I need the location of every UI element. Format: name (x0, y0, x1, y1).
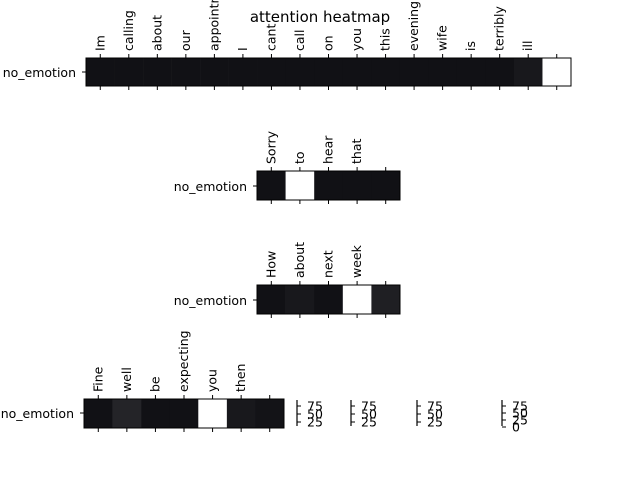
token-label: cant (263, 24, 278, 51)
heatmap-cell (171, 58, 201, 86)
token-label: hear (321, 135, 336, 164)
row-label: no_emotion (1, 406, 74, 421)
colorbar-tick-label: 0 (512, 420, 520, 435)
heatmap-cell (169, 399, 199, 428)
heatmap-cell (428, 58, 458, 86)
heatmap-cell (342, 58, 372, 86)
heatmap-cell (112, 399, 142, 428)
heatmap-cell (542, 58, 572, 86)
heatmap-cell (314, 171, 344, 200)
colorbar-tick-label: 75 (307, 399, 323, 414)
heatmap-cell (314, 58, 344, 86)
heatmap-cell (141, 399, 171, 428)
heatmap-cell (84, 399, 113, 428)
heatmap-cell (285, 285, 315, 314)
heatmap-cell (228, 58, 258, 86)
heatmap-panel: no_emotion Sorry to hear that (174, 130, 401, 204)
row-label: no_emotion (174, 293, 247, 308)
colorbar-tick-label: 25 (512, 413, 528, 428)
token-label: that (349, 139, 364, 164)
token-label: to (292, 151, 307, 164)
colorbar-tick-label: 25 (361, 415, 377, 430)
token-label: next (321, 250, 336, 278)
token-label: calling (121, 10, 136, 51)
heatmap-cell (255, 399, 285, 428)
heatmap-panel: no_emotion How about next week (174, 242, 401, 318)
token-label: you (205, 369, 220, 392)
colorbar-tick-label: 75 (361, 399, 377, 414)
heatmap-cell (285, 58, 315, 86)
heatmap-panel: no_emotion Fine well be expecting you then (1, 330, 285, 432)
heatmap-cell (399, 58, 429, 86)
token-label: about (292, 242, 307, 278)
token-label: Sorry (263, 130, 278, 164)
heatmap-cell (371, 285, 401, 314)
token-label: well (119, 367, 134, 392)
token-label: week (349, 244, 364, 278)
token-label: about (149, 15, 164, 51)
heatmap-cell (143, 58, 172, 86)
row-label: no_emotion (174, 179, 247, 194)
token-label: terribly (492, 5, 507, 51)
token-label: on (321, 35, 336, 51)
chart-title: attention heatmap (250, 8, 390, 26)
heatmap-cell (200, 58, 229, 86)
colorbar-tick-label: 50 (307, 407, 323, 422)
token-label: call (292, 30, 307, 51)
heatmap-cell (198, 399, 228, 428)
token-label: evening (406, 1, 421, 51)
heatmap-cell (257, 58, 287, 86)
heatmap-cell (456, 58, 486, 86)
heatmap-cell (114, 58, 144, 86)
heatmap-cell (371, 171, 401, 200)
heatmap-cell (86, 58, 115, 86)
token-label: you (349, 28, 364, 51)
token-label: I (235, 47, 250, 51)
heatmap-cell (371, 58, 401, 86)
heatmap-cell (257, 171, 286, 200)
colorbar-tick-label: 75 (427, 399, 443, 414)
colorbar-tick-label: 25 (307, 415, 323, 430)
token-label: Im (92, 35, 107, 51)
heatmap-cell (285, 171, 315, 200)
heatmap-cell (513, 58, 543, 86)
token-label: How (263, 251, 278, 278)
token-label: wife (435, 25, 450, 51)
heatmap-cell (342, 285, 372, 314)
token-label: then (233, 364, 248, 392)
token-label: expecting (176, 330, 191, 392)
row-label: no_emotion (3, 65, 76, 80)
colorbar-tick-label: 25 (427, 415, 443, 430)
heatmap-cell (257, 285, 286, 314)
colorbar-tick-label: 50 (512, 406, 528, 421)
colorbar-tick-label: 75 (512, 399, 528, 414)
heatmap-cell (342, 171, 372, 200)
token-label: be (147, 376, 162, 392)
token-label: this (378, 28, 393, 51)
heatmap-cell (226, 399, 256, 428)
token-label: appointment (206, 0, 221, 51)
token-label: ill (520, 41, 535, 51)
heatmap-cell (314, 285, 344, 314)
token-label: our (178, 29, 193, 51)
colorbar-tick-label: 50 (361, 407, 377, 422)
colorbar-tick-label: 50 (427, 407, 443, 422)
heatmap-cell (485, 58, 515, 86)
token-label: Fine (90, 366, 105, 392)
token-label: is (463, 41, 478, 51)
